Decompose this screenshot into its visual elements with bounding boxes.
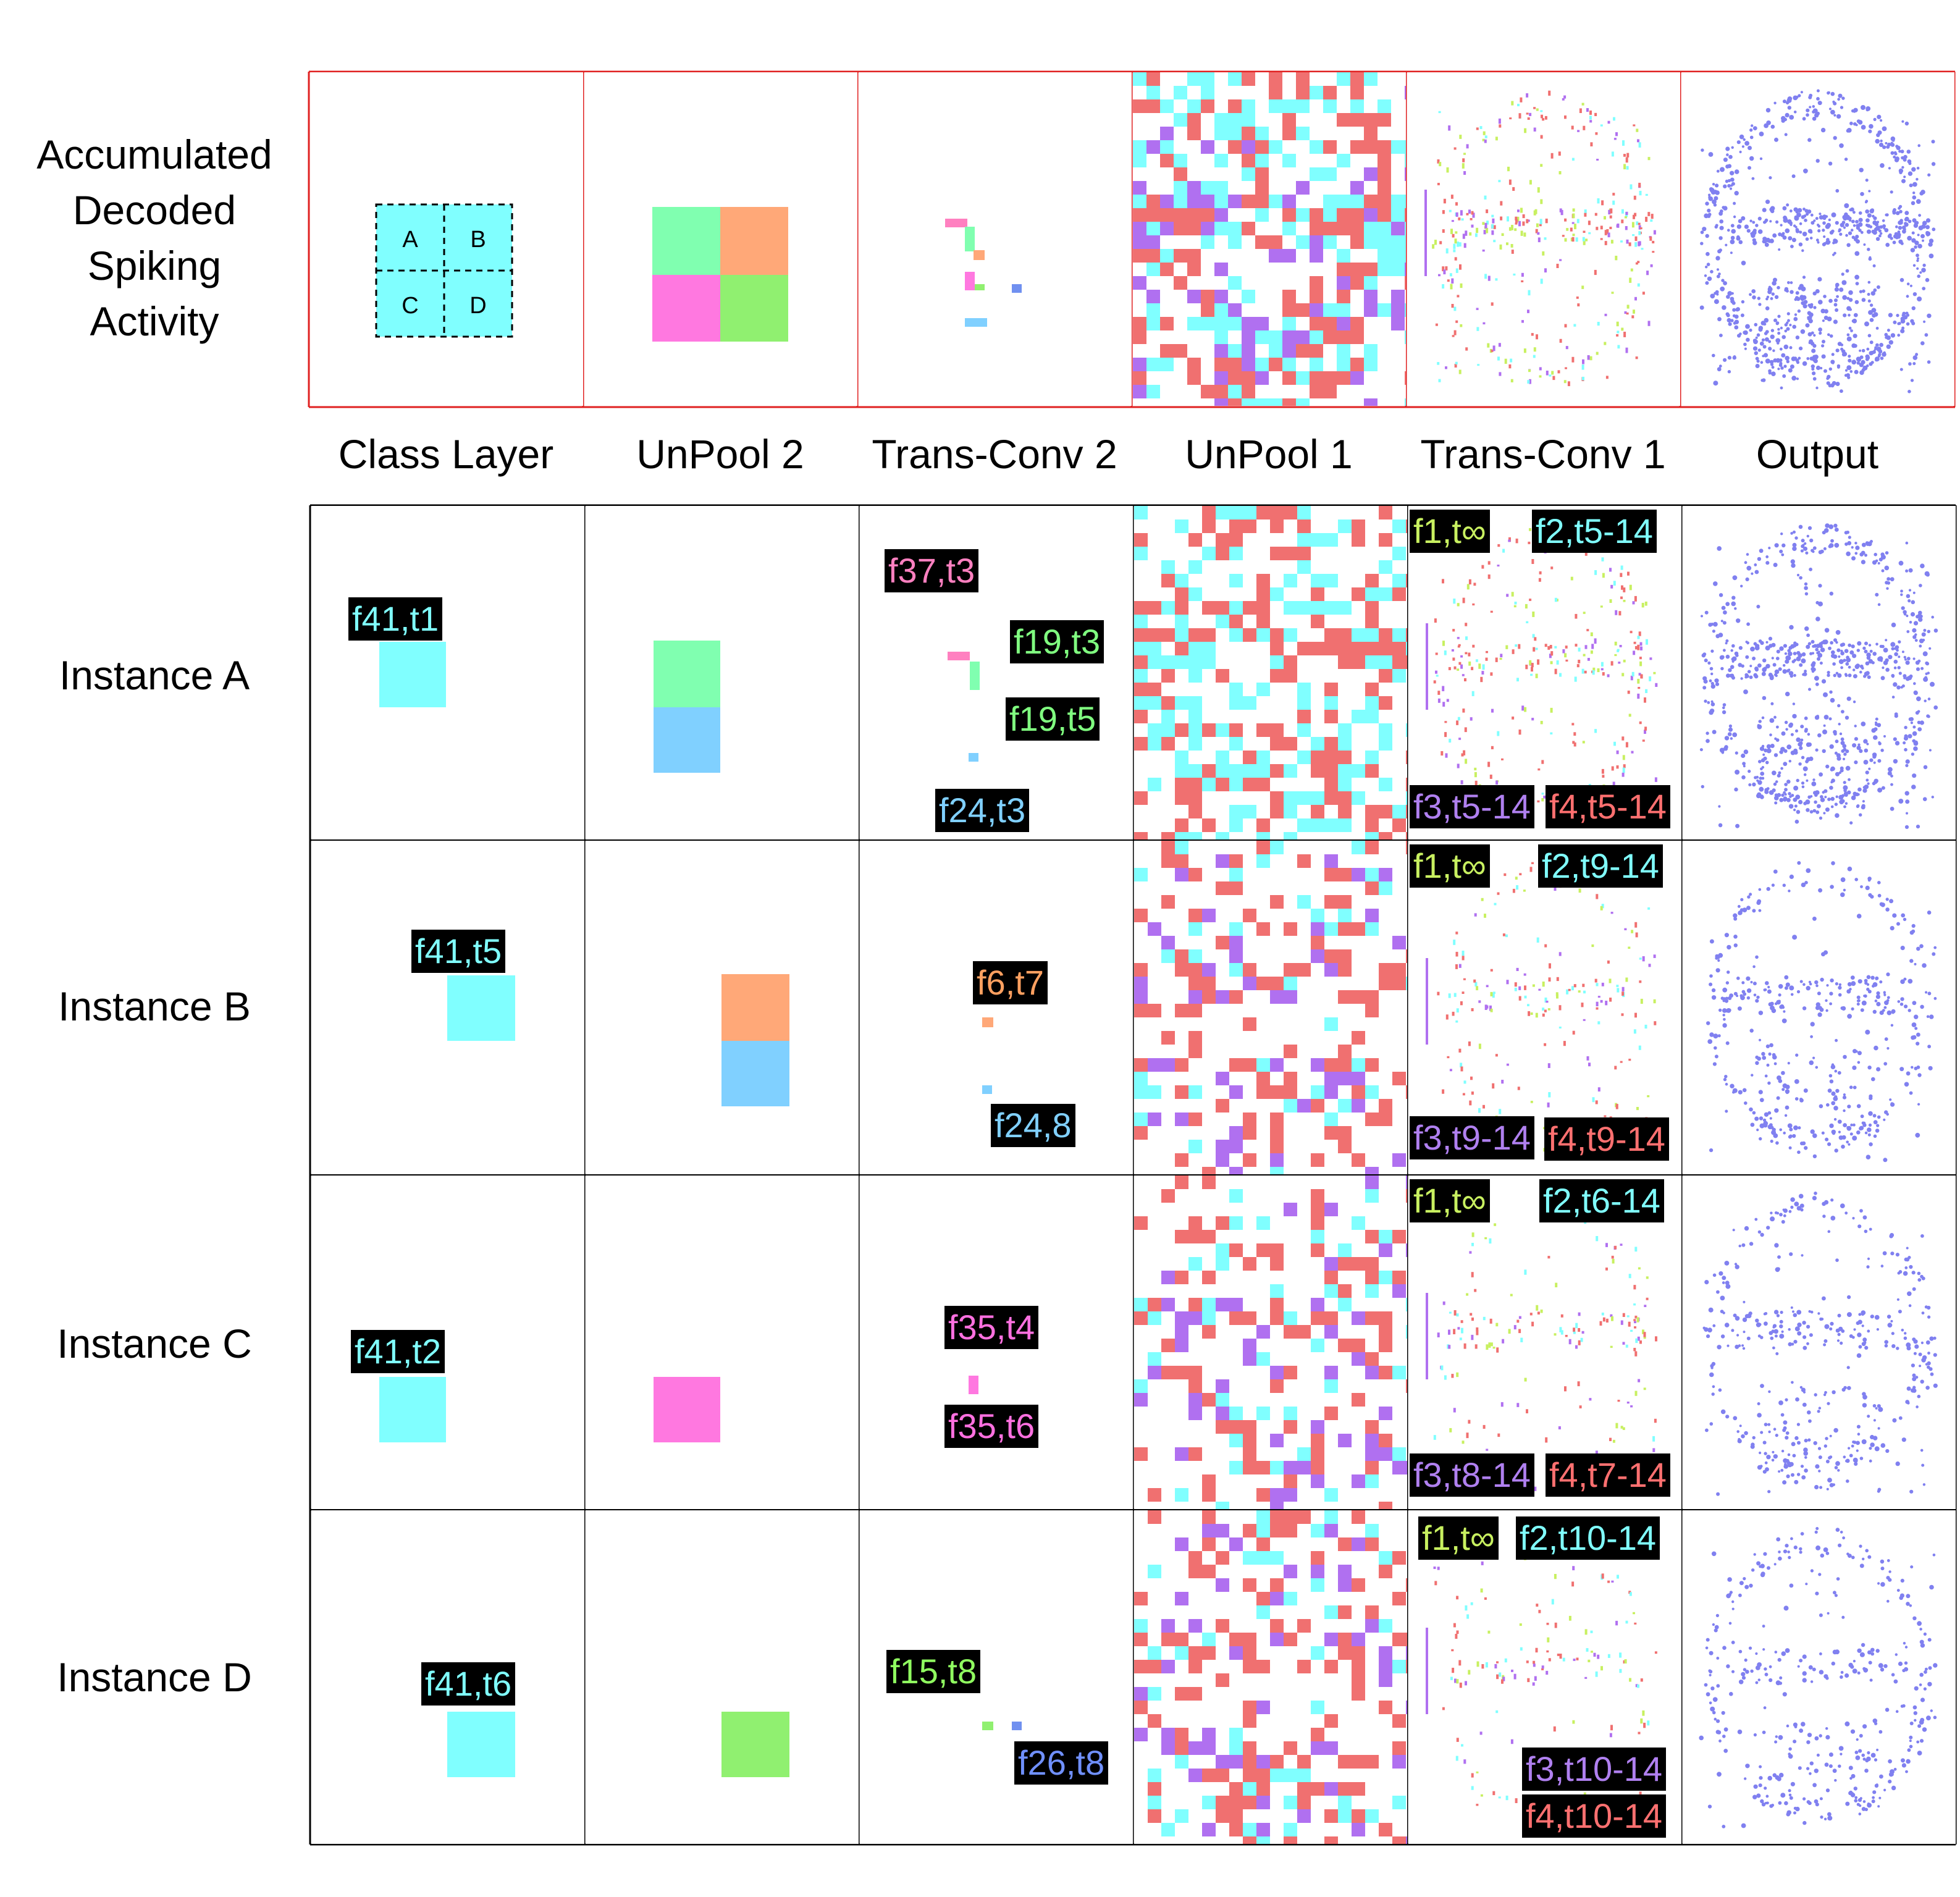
cell-accum-transconv1 [1407, 72, 1680, 406]
unpool-block-mint [652, 207, 720, 275]
tag-d-class: f41,t6 [421, 1662, 516, 1706]
tag-d-tc1-2: f2,t10-14 [1516, 1516, 1660, 1560]
row-label-instance-a: Instance A [59, 652, 250, 698]
tag-c-tc2-2: f35,t6 [944, 1405, 1039, 1448]
unpool-block-orange [720, 207, 788, 275]
cell-b-class: f41,t5 [311, 841, 584, 1174]
row-label-line: Accumulated [36, 132, 272, 177]
tag-b-tc2-2: f24,8 [991, 1104, 1075, 1147]
row-label-instance-c: Instance C [57, 1321, 252, 1366]
unpool-block-pink [652, 275, 720, 342]
cell-c-class: f41,t2 [311, 1176, 584, 1509]
tag-b-tc1-1: f1,t∞ [1410, 844, 1490, 888]
col-label-transconv2: Trans-Conv 2 [872, 431, 1117, 477]
quadrant-label-c: C [402, 293, 418, 319]
cell-d-output [1683, 1510, 1956, 1844]
cell-b-transconv2: f6,t7 f24,8 [860, 841, 1133, 1174]
tag-b-tc1-3: f3,t9-14 [1410, 1116, 1534, 1159]
tag-b-tc1-4: f4,t9-14 [1544, 1117, 1669, 1161]
row-label-accumulated: Accumulated Decoded Spiking Activity [25, 127, 284, 349]
quadrant-label-b: B [470, 227, 486, 253]
quadrant-label-a: A [402, 227, 418, 253]
cell-d-transconv1: f1,t∞ f2,t10-14 f3,t10-14 f4,t10-14 [1408, 1510, 1681, 1844]
cell-b-output [1683, 841, 1956, 1174]
cell-a-class: f41,t1 [311, 506, 584, 839]
cell-d-transconv2: f15,t8 f26,t8 [860, 1510, 1133, 1844]
unpool-block-green [720, 275, 788, 342]
tag-d-tc2-2: f26,t8 [1014, 1741, 1109, 1785]
cell-accum-output [1681, 72, 1954, 406]
tag-b-tc1-2: f2,t9-14 [1538, 844, 1663, 888]
tag-a-tc2-2: f19,t3 [1010, 620, 1104, 663]
cell-a-transconv2: f37,t3 f19,t3 f19,t5 f24,t3 [860, 506, 1133, 839]
col-label-output: Output [1756, 431, 1879, 477]
tag-a-tc1-3: f3,t5-14 [1410, 785, 1534, 828]
tag-c-tc1-3: f3,t8-14 [1410, 1453, 1534, 1497]
cell-b-unpool1 [1134, 841, 1407, 1174]
cell-c-output [1683, 1176, 1956, 1509]
cell-accum-transconv2 [859, 72, 1132, 406]
row-label-instance-b: Instance B [58, 983, 251, 1029]
quadrant-label-d: D [469, 293, 486, 319]
tag-b-class: f41,t5 [411, 930, 506, 973]
cell-a-unpool1 [1134, 506, 1407, 839]
cell-c-unpool2 [586, 1176, 859, 1509]
cell-d-unpool2 [586, 1510, 859, 1844]
cell-d-unpool1 [1134, 1510, 1407, 1844]
row-label-line: Activity [90, 298, 219, 344]
tag-c-tc1-2: f2,t6-14 [1539, 1179, 1664, 1222]
cell-a-output [1683, 506, 1956, 839]
cell-c-unpool1 [1134, 1176, 1407, 1509]
col-label-unpool2: UnPool 2 [636, 431, 804, 477]
tag-d-tc1-1: f1,t∞ [1418, 1516, 1499, 1560]
cell-a-unpool2 [586, 506, 859, 839]
tag-a-tc2-1: f37,t3 [885, 549, 979, 592]
tag-d-tc1-4: f4,t10-14 [1522, 1794, 1667, 1838]
cell-accum-class: A B C D [310, 72, 583, 406]
cell-c-transconv2: f35,t4 f35,t6 [860, 1176, 1133, 1509]
row-label-instance-d: Instance D [57, 1654, 252, 1700]
tag-d-tc1-3: f3,t10-14 [1522, 1748, 1667, 1791]
cell-a-transconv1: f1,t∞ f2,t5-14 f3,t5-14 f4,t5-14 [1408, 506, 1681, 839]
tag-a-tc1-4: f4,t5-14 [1546, 785, 1670, 828]
cell-d-class: f41,t6 [311, 1510, 584, 1844]
tag-c-tc1-4: f4,t7-14 [1546, 1453, 1670, 1497]
cell-b-transconv1: f1,t∞ f2,t9-14 f3,t9-14 f4,t9-14 [1408, 841, 1681, 1174]
tag-a-class: f41,t1 [348, 597, 443, 641]
tag-a-tc2-4: f24,t3 [935, 789, 1030, 832]
col-label-unpool1: UnPool 1 [1185, 431, 1353, 477]
tag-a-tc2-3: f19,t5 [1006, 697, 1100, 741]
col-label-transconv1: Trans-Conv 1 [1420, 431, 1666, 477]
tag-c-tc1-1: f1,t∞ [1410, 1179, 1490, 1222]
tag-a-tc1-1: f1,t∞ [1410, 510, 1490, 553]
tag-d-tc2-1: f15,t8 [886, 1650, 981, 1693]
cell-c-transconv1: f1,t∞ f2,t6-14 f3,t8-14 f4,t7-14 [1408, 1176, 1681, 1509]
tag-c-class: f41,t2 [351, 1330, 445, 1373]
tag-b-tc2-1: f6,t7 [973, 961, 1048, 1004]
cell-accum-unpool1 [1133, 72, 1406, 406]
cell-b-unpool2 [586, 841, 859, 1174]
col-label-class-layer: Class Layer [338, 431, 554, 477]
cell-accum-unpool2 [584, 72, 857, 406]
tag-a-tc1-2: f2,t5-14 [1532, 510, 1657, 553]
row-label-line: Spiking [87, 243, 222, 288]
row-label-line: Decoded [72, 187, 237, 233]
tag-c-tc2-1: f35,t4 [944, 1306, 1039, 1349]
